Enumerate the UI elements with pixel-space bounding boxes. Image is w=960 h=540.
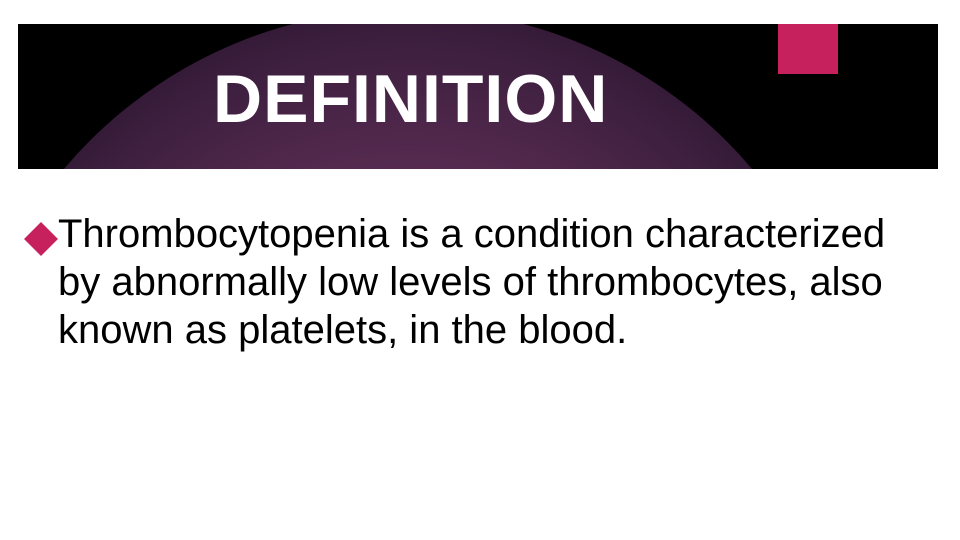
bullet-item: Thrombocytopenia is a condition characte… <box>30 210 930 354</box>
body-content: Thrombocytopenia is a condition characte… <box>30 210 930 354</box>
slide-title: DEFINITION <box>213 60 608 138</box>
accent-tab <box>778 24 838 74</box>
title-banner: DEFINITION <box>18 24 938 169</box>
diamond-bullet-icon <box>25 223 56 254</box>
bullet-text: Thrombocytopenia is a condition characte… <box>58 210 930 354</box>
